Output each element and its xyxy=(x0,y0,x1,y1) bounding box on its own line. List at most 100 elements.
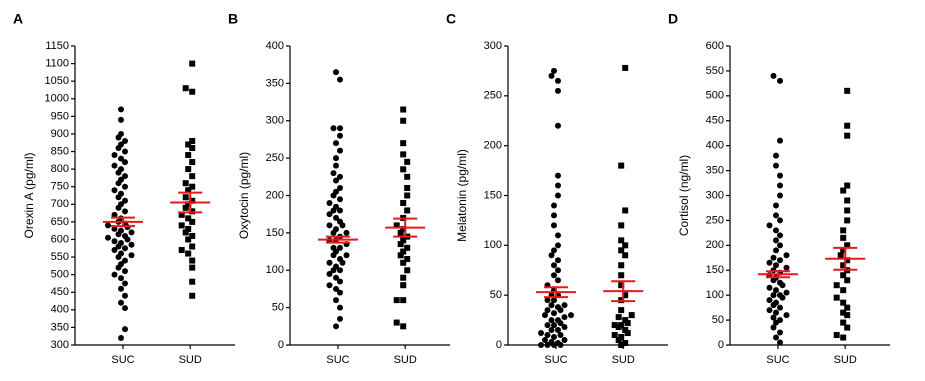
data-point xyxy=(189,183,196,190)
data-point xyxy=(840,187,847,194)
data-point xyxy=(548,339,555,346)
y-tick-label: 50 xyxy=(490,289,502,301)
data-point xyxy=(333,155,339,162)
data-point xyxy=(397,229,404,236)
data-point xyxy=(333,203,339,210)
data-point xyxy=(122,183,128,190)
data-point xyxy=(555,122,561,129)
data-point xyxy=(337,147,343,154)
y-tick-label: 50 xyxy=(712,314,724,326)
data-point xyxy=(555,317,561,324)
data-point xyxy=(615,314,622,321)
data-point xyxy=(337,132,343,139)
data-point xyxy=(551,212,557,219)
data-point xyxy=(840,299,847,306)
data-point xyxy=(618,282,625,289)
data-point xyxy=(542,337,548,344)
data-point xyxy=(618,322,625,329)
data-point xyxy=(122,292,128,299)
data-point xyxy=(844,217,851,224)
data-point xyxy=(773,334,779,341)
data-point xyxy=(189,159,196,166)
data-point xyxy=(189,197,196,204)
data-point xyxy=(400,226,407,233)
data-point xyxy=(404,244,411,251)
data-point xyxy=(337,76,343,83)
data-point xyxy=(182,204,189,211)
data-point xyxy=(111,152,118,159)
data-point xyxy=(622,252,629,259)
x-tick-label: SUC xyxy=(544,354,567,366)
data-point xyxy=(840,272,847,279)
y-tick-label: 350 xyxy=(266,77,284,89)
data-point xyxy=(111,225,118,232)
data-point xyxy=(777,292,783,299)
data-point xyxy=(548,252,555,259)
data-point xyxy=(122,268,128,275)
data-point xyxy=(326,222,333,229)
data-point xyxy=(128,252,135,259)
data-point xyxy=(840,247,847,254)
data-point xyxy=(544,332,551,339)
data-point xyxy=(326,270,333,277)
data-point xyxy=(118,239,124,246)
data-point xyxy=(337,125,343,132)
data-point xyxy=(766,222,773,229)
data-point xyxy=(844,257,851,264)
data-point xyxy=(326,282,333,289)
data-point xyxy=(837,252,844,259)
data-point xyxy=(548,317,555,324)
data-point xyxy=(333,226,339,233)
data-point xyxy=(773,202,779,209)
data-point xyxy=(337,173,343,180)
data-point xyxy=(551,202,557,209)
data-point xyxy=(118,130,124,137)
x-tick-label: SUD xyxy=(612,354,635,366)
data-point xyxy=(337,207,343,214)
data-point xyxy=(404,267,411,274)
data-point xyxy=(185,215,192,222)
data-point xyxy=(840,319,847,326)
y-tick-label: 0 xyxy=(718,339,724,351)
data-point xyxy=(777,329,783,336)
data-point xyxy=(544,307,551,314)
data-point xyxy=(770,314,777,321)
data-point xyxy=(326,199,333,206)
data-point xyxy=(118,275,124,282)
data-point xyxy=(118,227,124,234)
data-point xyxy=(544,297,551,304)
data-point xyxy=(122,159,128,166)
y-tick-label: 500 xyxy=(51,269,69,281)
data-point xyxy=(118,116,124,123)
data-point xyxy=(122,232,128,239)
data-point xyxy=(178,211,185,218)
data-point xyxy=(400,117,407,124)
x-tick-label: SUD xyxy=(834,354,857,366)
data-point xyxy=(400,199,407,206)
data-point xyxy=(840,234,847,241)
data-point xyxy=(840,262,847,269)
y-tick-label: 1050 xyxy=(45,75,69,87)
data-point xyxy=(337,196,343,203)
data-point xyxy=(568,312,574,319)
data-point xyxy=(404,192,411,199)
data-point xyxy=(118,176,124,183)
y-tick-label: 250 xyxy=(706,214,724,226)
data-point xyxy=(766,284,773,291)
data-point xyxy=(330,244,337,251)
data-point xyxy=(618,247,625,254)
data-point xyxy=(548,327,555,334)
y-tick-label: 600 xyxy=(51,233,69,245)
data-point xyxy=(118,106,124,113)
data-point xyxy=(122,137,128,144)
panel-label: A xyxy=(13,11,23,27)
data-point xyxy=(400,323,407,330)
data-point xyxy=(766,307,773,314)
data-point xyxy=(555,257,561,264)
data-point xyxy=(122,257,128,264)
data-point xyxy=(122,208,128,215)
data-point xyxy=(555,327,561,334)
data-point xyxy=(326,259,333,266)
data-point xyxy=(105,234,111,241)
data-point xyxy=(618,307,625,314)
